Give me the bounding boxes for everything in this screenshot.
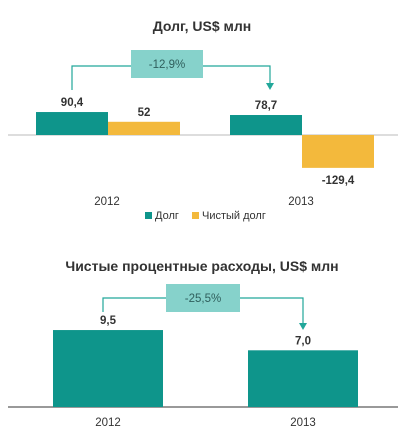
chart-1-label-net-debt-2012: 52 bbox=[138, 107, 151, 119]
chart-1-change-label: -12,9% bbox=[149, 59, 185, 71]
chart-1-bar-net-debt-2013 bbox=[302, 135, 374, 168]
chart-1-xtick-2012: 2012 bbox=[94, 196, 120, 208]
chart-1-bar-debt-2013 bbox=[230, 115, 302, 135]
chart-1-bar-net-debt-2012 bbox=[108, 121, 180, 135]
chart-1-label-debt-2013: 78,7 bbox=[255, 100, 277, 112]
chart-1-title: Долг, US$ млн bbox=[153, 18, 251, 34]
chart-2-change-box bbox=[166, 284, 240, 312]
chart-1-label-debt-2012: 90,4 bbox=[61, 97, 84, 109]
chart-1-legend-debt: Долг bbox=[155, 210, 179, 222]
chart-1-legend-swatch-net-debt bbox=[192, 212, 199, 219]
chart-2-change-arrow bbox=[299, 323, 307, 330]
chart-1-label-net-debt-2013: -129,4 bbox=[322, 175, 355, 187]
chart-2-xtick-2013: 2013 bbox=[290, 417, 316, 429]
chart-1-legend-swatch-debt bbox=[145, 212, 152, 219]
chart-1-bar-debt-2012 bbox=[36, 112, 108, 135]
chart-1-xtick-2013: 2013 bbox=[288, 196, 314, 208]
chart-2-label-2012: 9,5 bbox=[100, 315, 117, 327]
chart-1-change-box bbox=[131, 50, 203, 78]
chart-1-legend-net-debt: Чистый долг bbox=[202, 210, 266, 222]
chart-2-change-label: -25,5% bbox=[185, 293, 221, 305]
chart-2-bar-2012 bbox=[53, 330, 163, 407]
chart-2-label-2013: 7,0 bbox=[295, 335, 311, 347]
chart-2-xtick-2012: 2012 bbox=[95, 417, 121, 429]
chart-2-bar-2013 bbox=[248, 350, 358, 407]
chart-1-change-arrow bbox=[266, 83, 274, 90]
chart-2-title: Чистые процентные расходы, US$ млн bbox=[65, 258, 338, 274]
